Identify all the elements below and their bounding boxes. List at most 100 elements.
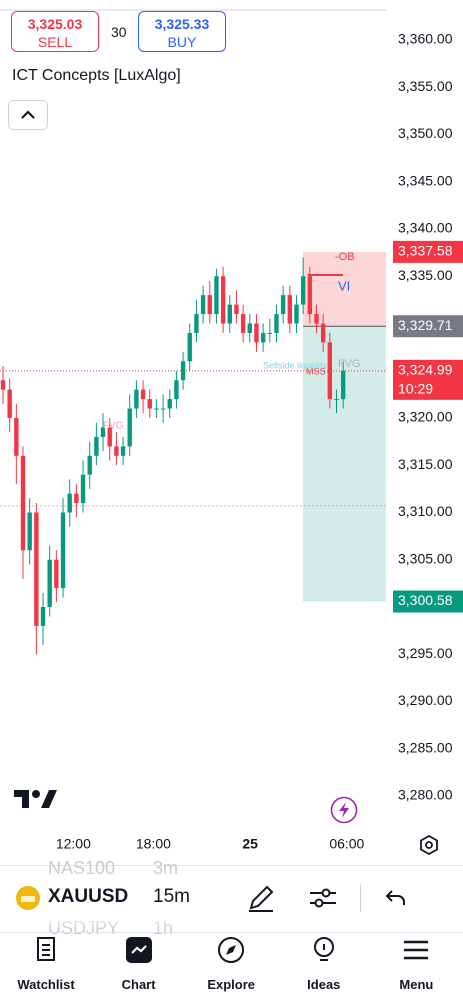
nav-label: Chart <box>121 977 156 992</box>
candle-body <box>160 408 166 410</box>
draw-button[interactable] <box>246 883 276 913</box>
candle-body <box>274 314 279 333</box>
nav-icon <box>125 937 152 963</box>
candle-body <box>87 455 92 475</box>
indicator-name[interactable]: ICT Concepts [LuxAlgo] <box>12 67 181 84</box>
price-label: 3,324.99 <box>398 362 453 378</box>
candle-body <box>14 418 19 456</box>
settings-button[interactable] <box>418 834 440 856</box>
nav-item[interactable]: Chart <box>93 936 185 992</box>
indicators-button[interactable] <box>308 884 338 912</box>
candle-body <box>240 314 246 333</box>
candle-body <box>74 493 79 504</box>
chevron-up <box>21 110 35 119</box>
candle-body <box>254 323 259 343</box>
candle-body <box>80 474 86 504</box>
candle-body <box>40 607 46 626</box>
collapse-button[interactable] <box>8 100 48 130</box>
nav-item[interactable]: Menu <box>370 936 462 992</box>
candle-body <box>227 304 232 324</box>
nav-icon <box>404 940 429 960</box>
sell-button[interactable]: 3,325.03 SELL <box>11 11 99 52</box>
sell-price: 3,325.03 <box>27 16 83 32</box>
candle-body <box>20 455 26 551</box>
candle-body <box>200 295 206 315</box>
nav-label: Explore <box>207 977 256 992</box>
annotation: -OB <box>335 251 355 263</box>
candle-body <box>27 512 32 551</box>
candle-body <box>280 295 286 315</box>
y-tick-label: 3,285.00 <box>398 739 453 755</box>
candle-body <box>107 427 112 447</box>
price-label: 3,337.58 <box>398 243 453 259</box>
y-tick-label: 3,320.00 <box>398 409 453 425</box>
y-tick-label: 3,315.00 <box>398 456 453 472</box>
divider <box>0 932 463 933</box>
countdown: 10:29 <box>398 381 433 397</box>
annotation: FVG <box>103 421 124 432</box>
candle-body <box>154 408 159 410</box>
price-label-box <box>393 590 463 613</box>
candle-body <box>180 361 186 381</box>
candle-body <box>214 276 219 315</box>
candle-body <box>260 332 266 343</box>
candle-body <box>234 304 239 315</box>
buy-label: BUY <box>167 34 197 50</box>
price-label: 3,300.58 <box>398 592 453 608</box>
candle-body <box>174 380 179 400</box>
price-label-box <box>393 359 463 400</box>
separator <box>360 884 361 912</box>
candle-body <box>0 380 6 390</box>
price-label-box <box>393 315 463 338</box>
nav-item[interactable]: Explore <box>185 936 277 992</box>
candle-body <box>7 389 12 418</box>
y-tick-label: 3,345.00 <box>398 172 453 188</box>
candle-body <box>194 314 199 333</box>
candle-body <box>294 304 299 324</box>
nav-item[interactable]: Watchlist <box>0 936 92 992</box>
annotation: FVG <box>338 358 361 370</box>
candle-body <box>340 370 346 400</box>
symbol[interactable]: XAUUSD <box>48 886 129 907</box>
candle-body <box>120 446 126 456</box>
lightning-button[interactable] <box>330 796 358 824</box>
candle-body <box>34 512 39 626</box>
nav-icon <box>37 937 55 961</box>
nav-label: Watchlist <box>17 977 75 992</box>
candle-body <box>300 276 306 305</box>
candle-body <box>307 276 313 315</box>
quantity[interactable]: 30 <box>111 24 127 40</box>
y-tick-label: 3,280.00 <box>398 787 453 803</box>
candle-body <box>334 399 339 401</box>
y-tick-label: 3,335.00 <box>398 267 453 283</box>
chart: 3,280.003,285.003,290.003,295.003,300.00… <box>0 9 463 852</box>
candle-body <box>127 408 132 447</box>
y-tick-label: 3,305.00 <box>398 550 453 566</box>
annotation: VI <box>338 278 350 293</box>
nav-label: Ideas <box>307 977 341 992</box>
candle-body <box>207 295 212 315</box>
buy-button[interactable]: 3,325.33 BUY <box>138 11 226 52</box>
sell-label: SELL <box>37 34 73 50</box>
price-label-box <box>393 240 463 263</box>
candle-body <box>147 399 152 409</box>
candle-body <box>287 295 293 324</box>
candle-body <box>314 314 319 324</box>
y-tick-label: 3,310.00 <box>398 503 453 519</box>
candle-body <box>47 559 52 607</box>
annotation: Sellside liquidity <box>263 360 328 370</box>
candle-body <box>100 427 106 437</box>
candle-body <box>114 446 119 456</box>
y-tick-label: 3,290.00 <box>398 692 453 708</box>
y-tick-label: 3,360.00 <box>398 31 453 47</box>
tradingview-logo[interactable] <box>14 788 58 810</box>
undo-button[interactable] <box>384 887 408 909</box>
candle-body <box>320 323 326 343</box>
buy-price: 3,325.33 <box>154 16 210 32</box>
candle-body <box>187 332 192 362</box>
candle-body <box>60 512 66 589</box>
nav-item[interactable]: Ideas <box>278 936 370 992</box>
x-tick-label: 25 <box>242 836 258 852</box>
interval[interactable]: 15m <box>153 886 190 907</box>
